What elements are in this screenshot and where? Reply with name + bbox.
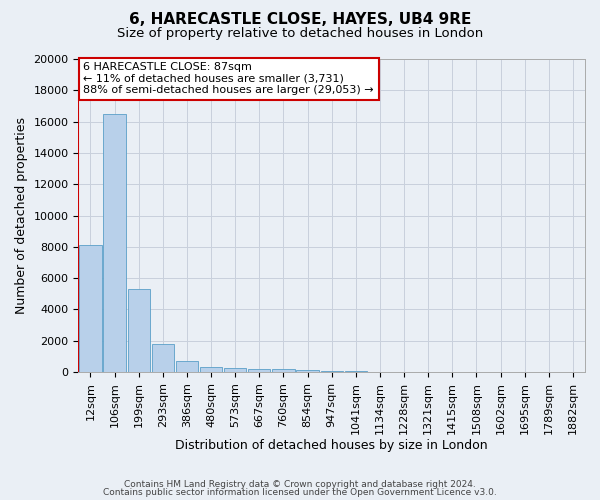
- Bar: [224, 368, 247, 372]
- Bar: [272, 369, 295, 372]
- Text: 6, HARECASTLE CLOSE, HAYES, UB4 9RE: 6, HARECASTLE CLOSE, HAYES, UB4 9RE: [129, 12, 471, 26]
- Y-axis label: Number of detached properties: Number of detached properties: [15, 117, 28, 314]
- Bar: [128, 289, 150, 372]
- Text: Size of property relative to detached houses in London: Size of property relative to detached ho…: [117, 28, 483, 40]
- Bar: [176, 361, 198, 372]
- Bar: [152, 344, 174, 372]
- Bar: [103, 114, 125, 372]
- Bar: [296, 370, 319, 372]
- Text: Contains HM Land Registry data © Crown copyright and database right 2024.: Contains HM Land Registry data © Crown c…: [124, 480, 476, 489]
- Bar: [200, 366, 222, 372]
- Bar: [79, 246, 101, 372]
- Bar: [248, 369, 271, 372]
- X-axis label: Distribution of detached houses by size in London: Distribution of detached houses by size …: [175, 440, 488, 452]
- Bar: [320, 371, 343, 372]
- Text: 6 HARECASTLE CLOSE: 87sqm
← 11% of detached houses are smaller (3,731)
88% of se: 6 HARECASTLE CLOSE: 87sqm ← 11% of detac…: [83, 62, 374, 96]
- Text: Contains public sector information licensed under the Open Government Licence v3: Contains public sector information licen…: [103, 488, 497, 497]
